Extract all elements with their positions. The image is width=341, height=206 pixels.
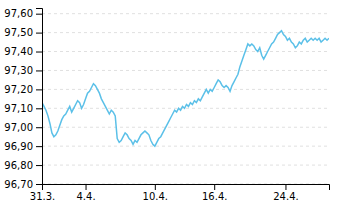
y-tick-label: 97,40 xyxy=(4,46,33,57)
y-tick: 97,00 xyxy=(4,122,42,133)
x-tick-mark xyxy=(285,184,286,190)
grid-line xyxy=(42,146,329,147)
y-tick-mark xyxy=(36,14,42,15)
x-tick-mark xyxy=(86,184,87,190)
x-axis: 31.3. 4.4. 10.4. 16.4. 24.4. xyxy=(30,184,330,202)
x-tick: 4.4. xyxy=(76,184,95,202)
y-tick-mark xyxy=(36,89,42,90)
y-tick-mark xyxy=(36,52,42,53)
y-tick-label: 97,60 xyxy=(4,8,33,19)
grid-line xyxy=(42,70,329,71)
line xyxy=(42,31,329,146)
x-tick-mark xyxy=(214,184,215,190)
y-tick-label: 96,80 xyxy=(4,160,33,171)
x-tick: 10.4. xyxy=(143,184,168,202)
y-tick: 96,90 xyxy=(4,141,42,152)
y-tick: 97,40 xyxy=(4,46,42,57)
chart: 96,70 96,80 96,90 97,00 97,10 97,20 97,30 97,40… xyxy=(0,0,341,206)
y-tick-mark xyxy=(36,70,42,71)
y-tick-label: 97,50 xyxy=(4,27,33,38)
y-tick-mark xyxy=(36,108,42,109)
y-tick-mark xyxy=(36,127,42,128)
y-tick: 96,80 xyxy=(4,160,42,171)
y-tick-label: 97,20 xyxy=(4,84,33,95)
y-axis-line xyxy=(36,9,43,185)
y-axis: 96,70 96,80 96,90 97,00 97,10 97,20 97,30 97,40… xyxy=(4,8,42,189)
marks xyxy=(42,31,329,146)
x-tick-mark xyxy=(42,184,43,190)
y-tick-mark xyxy=(36,165,42,166)
y-tick-label: 97,10 xyxy=(4,103,33,114)
x-tick-mark xyxy=(155,184,156,190)
y-tick: 97,20 xyxy=(4,84,42,95)
grid-line xyxy=(42,51,329,52)
y-tick-label: 96,90 xyxy=(4,141,33,152)
y-tick: 97,10 xyxy=(4,103,42,114)
x-tick-label: 10.4. xyxy=(143,191,168,202)
grid-line xyxy=(42,13,329,14)
x-tick: 31.3. xyxy=(30,184,55,202)
y-tick-label: 96,70 xyxy=(4,179,33,190)
grid-line xyxy=(42,89,329,90)
x-tick-label: 4.4. xyxy=(76,191,95,202)
x-tick-label: 24.4. xyxy=(273,191,298,202)
x-tick: 24.4. xyxy=(273,184,298,202)
plot: 96,70 96,80 96,90 97,00 97,10 97,20 97,30 97,40… xyxy=(4,8,329,202)
x-axis-line xyxy=(43,185,330,191)
y-tick: 96,70 xyxy=(4,179,42,190)
y-tick-label: 97,30 xyxy=(4,65,33,76)
y-tick-mark xyxy=(36,33,42,34)
x-tick: 16.4. xyxy=(202,184,227,202)
grid xyxy=(42,14,329,184)
y-tick: 97,30 xyxy=(4,65,42,76)
y-tick: 97,50 xyxy=(4,27,42,38)
x-tick-label: 31.3. xyxy=(30,191,55,202)
x-tick-label: 16.4. xyxy=(202,191,227,202)
y-tick-mark xyxy=(36,146,42,147)
y-tick-label: 97,00 xyxy=(4,122,33,133)
grid-line xyxy=(42,32,329,33)
y-tick: 97,60 xyxy=(4,8,42,19)
grid-line xyxy=(42,165,329,166)
grid-line xyxy=(42,127,329,128)
y-tick-mark xyxy=(36,184,42,185)
